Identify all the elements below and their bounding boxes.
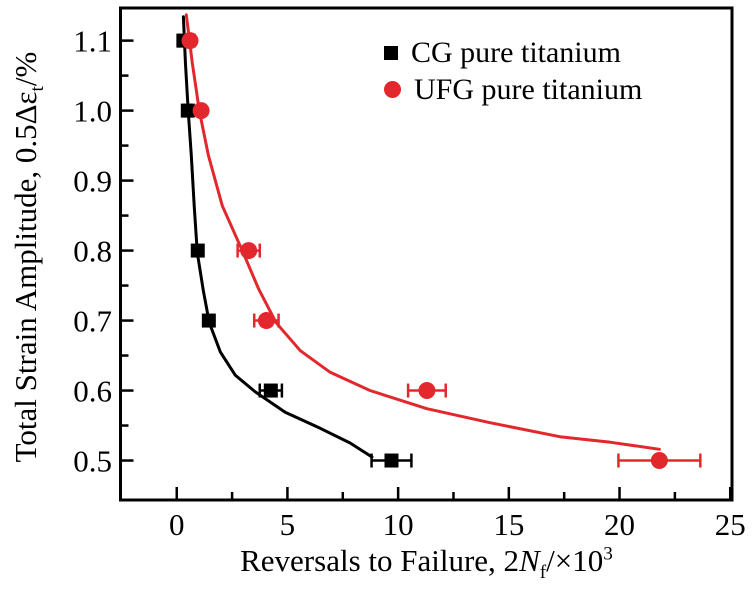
data-point-marker-cg [180, 103, 195, 118]
legend-item-ufg: UFG pure titanium [384, 71, 642, 108]
x-tick-label: 15 [493, 507, 524, 542]
x-axis-title-unit: /×10 [546, 543, 604, 578]
x-tick-label: 20 [604, 507, 635, 542]
y-axis-title-suffix: /% [8, 51, 43, 87]
x-axis-title-subscript: f [539, 562, 547, 584]
data-point-marker-cg [384, 453, 399, 468]
legend-label-cg: CG pure titanium [411, 35, 621, 69]
legend-label-ufg: UFG pure titanium [414, 72, 643, 106]
y-tick-label: 0.5 [73, 444, 112, 479]
x-axis-title: Reversals to Failure, 2Nf/×103 [120, 543, 733, 582]
cg-square-marker-icon [384, 45, 398, 60]
x-axis-title-variable: N [519, 543, 540, 578]
x-tick-label: 10 [383, 507, 414, 542]
y-tick-label: 0.6 [73, 374, 112, 409]
y-axis-title-subscript: t [27, 86, 49, 92]
legend-item-cg: CG pure titanium [384, 34, 642, 71]
x-axis-title-exponent: 3 [603, 543, 613, 565]
data-point-marker-ufg [257, 312, 275, 330]
y-tick-label: 1.0 [73, 94, 112, 129]
data-point-marker-ufg [192, 102, 210, 120]
plot-border [119, 6, 734, 502]
ufg-circle-marker-icon [384, 81, 401, 98]
y-axis-title: Total Strain Amplitude, 0.5Δεt/% [8, 7, 48, 507]
data-point-marker-ufg [418, 382, 436, 400]
legend: CG pure titanium UFG pure titanium [384, 34, 642, 108]
data-point-marker-cg [190, 243, 205, 258]
fit-curve-ufg [184, 13, 661, 451]
y-tick-label: 0.8 [73, 234, 112, 269]
x-tick-label: 0 [169, 507, 185, 542]
y-axis-title-text: Total Strain Amplitude, 0.5Δε [8, 91, 43, 463]
data-point-marker-cg [201, 313, 216, 328]
y-tick-label: 0.9 [73, 164, 112, 199]
x-axis-title-text: Reversals to Failure, 2 [240, 543, 520, 578]
data-point-marker-ufg [181, 32, 199, 50]
y-tick-label: 0.7 [73, 304, 112, 339]
data-point-marker-ufg [650, 452, 668, 470]
x-tick-label: 25 [715, 507, 746, 542]
data-point-marker-cg [263, 383, 278, 398]
y-tick-label: 1.1 [73, 24, 112, 59]
data-point-marker-ufg [240, 242, 258, 260]
x-tick-label: 5 [280, 507, 296, 542]
